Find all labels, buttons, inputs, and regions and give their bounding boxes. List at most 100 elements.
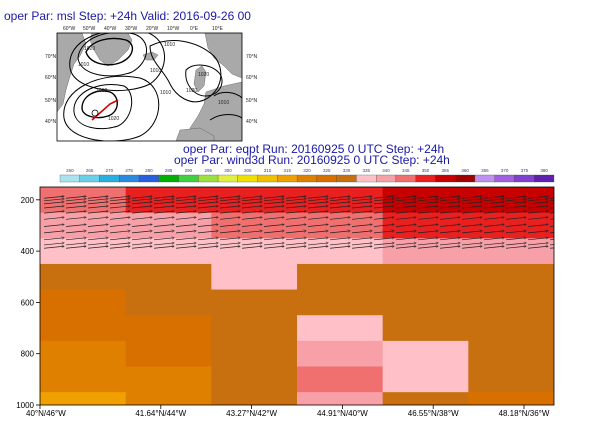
wind-arrow [549, 203, 554, 205]
colorbar-label: 295 [204, 168, 212, 173]
wind-arrow [109, 246, 130, 249]
heatmap-cell [382, 238, 469, 265]
wind-arrow [241, 202, 262, 205]
wind-arrow [197, 231, 218, 234]
wind-arrow [153, 238, 174, 241]
wind-arrow [461, 211, 482, 214]
wind-arrow [131, 238, 152, 241]
heatmap-cell [40, 392, 127, 405]
x-tick-label: 40°N/46°W [26, 409, 66, 418]
cross-section-title-wind: oper Par: wind3d Run: 20160925 0 UTC Ste… [174, 153, 450, 167]
lon-label: 0°E [190, 26, 199, 32]
wind-arrow [329, 224, 350, 227]
wind-arrow [263, 199, 284, 202]
isobar-label: 1020 [198, 72, 209, 78]
wind-arrow [219, 211, 240, 214]
wind-arrow [505, 231, 526, 234]
wind-arrow [351, 199, 372, 202]
wind-arrow [43, 217, 64, 220]
wind-arrow [65, 224, 86, 227]
wind-arrow [549, 239, 554, 241]
wind-arrow [219, 246, 240, 249]
wind-arrow [439, 217, 460, 220]
lon-label: 50°W [83, 26, 96, 32]
colorbar-swatch [178, 174, 199, 183]
wind-arrow [461, 224, 482, 227]
wind-arrow [461, 199, 482, 202]
wind-arrow [197, 199, 218, 202]
wind-arrow [65, 202, 86, 205]
cross-section: 200 400 600 800 1000 40°N/46°W 41.64°N/44°W 43… [16, 186, 555, 418]
wind-arrow [395, 211, 416, 214]
wind-arrow [131, 217, 152, 220]
map-frame [56, 32, 243, 142]
colorbar-label: 365 [481, 168, 489, 173]
colorbar-label: 300 [224, 168, 232, 173]
colorbar-label: 275 [125, 168, 133, 173]
wind-arrow [87, 206, 108, 209]
heatmap-cell [211, 392, 298, 405]
wind-arrow [483, 217, 504, 220]
heatmap-cell [382, 289, 469, 316]
lat-label: 50°N [45, 98, 57, 104]
wind-arrow [219, 224, 240, 227]
wind-arrow [109, 206, 130, 209]
wind-arrow [87, 217, 108, 220]
wind-arrow [417, 238, 438, 241]
wind-arrow [351, 243, 372, 246]
wind-arrow [373, 217, 394, 220]
wind-arrow [65, 238, 86, 241]
heatmap-cell [382, 315, 469, 342]
wind-arrow [131, 246, 152, 249]
wind-arrow [241, 243, 262, 246]
wind-arrow [263, 217, 284, 220]
heatmap-cell [468, 289, 554, 316]
wind-arrow [65, 243, 86, 246]
wind-arrow [417, 243, 438, 246]
lon-label: 60°W [63, 26, 76, 32]
wind-arrow [395, 231, 416, 234]
wind-arrow [263, 224, 284, 227]
wind-arrow [417, 211, 438, 214]
wind-arrow [395, 217, 416, 220]
colorbar-label: 320 [303, 168, 311, 173]
wind-arrow [549, 232, 554, 234]
wind-arrow [329, 246, 350, 249]
wind-arrow [417, 199, 438, 202]
wind-arrow [351, 196, 372, 199]
wind-arrow [219, 243, 240, 246]
y-tick-label: 400 [21, 247, 35, 256]
wind-arrow [285, 206, 306, 209]
heatmap-cell [468, 366, 554, 393]
colorbar-label: 370 [501, 168, 509, 173]
wind-arrow [65, 199, 86, 202]
wind-arrow [505, 202, 526, 205]
wind-arrow [373, 211, 394, 214]
wind-arrow [461, 217, 482, 220]
wind-arrow [373, 196, 394, 199]
wind-arrow [527, 246, 548, 249]
wind-arrow [483, 211, 504, 214]
colorbar-swatch [237, 174, 258, 183]
heatmap-cell [40, 238, 127, 265]
lon-label: 30°W [125, 26, 138, 32]
wind-arrow [241, 199, 262, 202]
wind-arrow [439, 196, 460, 199]
wind-arrow [527, 217, 548, 220]
wind-arrow [263, 238, 284, 241]
wind-arrow [241, 238, 262, 241]
heatmap-cell [297, 289, 384, 316]
wind-arrow [483, 224, 504, 227]
colorbar-label: 265 [86, 168, 94, 173]
lon-label: 40°W [104, 26, 117, 32]
wind-arrow [307, 211, 328, 214]
heatmap-cell [40, 289, 127, 316]
wind-arrow [549, 225, 554, 227]
wind-arrow [417, 202, 438, 205]
wind-arrow [197, 246, 218, 249]
colorbar-swatch [336, 174, 357, 183]
wind-arrow [395, 206, 416, 209]
wind-arrow [197, 217, 218, 220]
wind-arrow [87, 196, 108, 199]
